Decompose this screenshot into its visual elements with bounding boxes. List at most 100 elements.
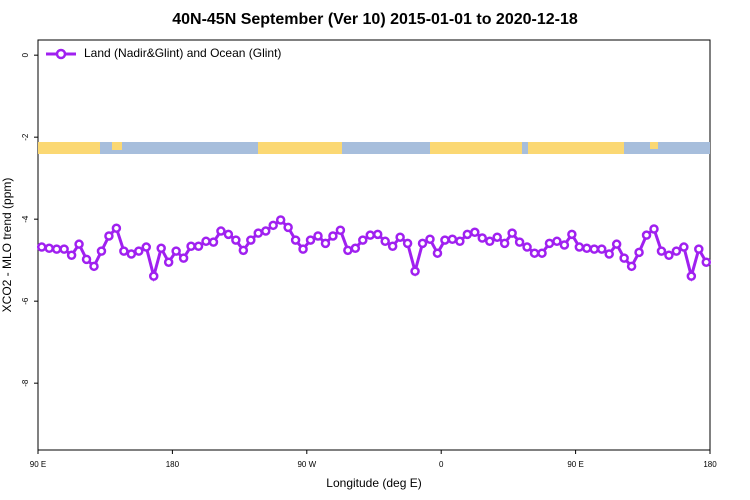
data-point xyxy=(298,244,308,254)
data-point xyxy=(74,239,84,249)
data-point xyxy=(253,228,264,238)
data-point xyxy=(484,236,495,247)
data-point xyxy=(104,231,114,241)
chart-title: 40N-45N September (Ver 10) 2015-01-01 to… xyxy=(172,11,578,28)
legend-marker xyxy=(55,48,67,60)
data-point xyxy=(372,229,383,240)
data-point xyxy=(313,231,323,241)
data-point xyxy=(66,250,77,260)
data-point xyxy=(223,229,234,240)
data-point xyxy=(596,244,607,254)
x-tick-label: 180 xyxy=(703,460,717,469)
data-point xyxy=(417,238,428,249)
data-point xyxy=(156,243,166,254)
data-point xyxy=(492,232,502,242)
data-point xyxy=(432,248,443,258)
data-point xyxy=(380,236,390,247)
data-point xyxy=(126,249,137,259)
data-point xyxy=(395,232,405,242)
data-point xyxy=(447,234,458,245)
data-point xyxy=(440,235,450,245)
data-point xyxy=(320,238,331,249)
data-point xyxy=(305,235,316,245)
data-point xyxy=(514,237,525,247)
data-point xyxy=(425,234,435,245)
data-point xyxy=(537,248,547,258)
data-point xyxy=(656,246,667,256)
data-point xyxy=(216,226,226,236)
data-point xyxy=(611,239,622,249)
data-point xyxy=(81,254,92,265)
data-point xyxy=(470,227,480,238)
data-point xyxy=(193,241,204,251)
data-point xyxy=(664,250,674,260)
data-point xyxy=(328,231,338,241)
data-point xyxy=(634,247,644,258)
data-point xyxy=(701,257,712,267)
data-point xyxy=(626,261,637,272)
data-point xyxy=(574,242,585,252)
data-point xyxy=(260,226,271,236)
data-point xyxy=(350,243,361,254)
data-point xyxy=(186,241,196,251)
data-point xyxy=(335,225,346,235)
data-point xyxy=(365,230,376,240)
data-point xyxy=(343,245,353,256)
data-point xyxy=(455,236,465,247)
plot-frame xyxy=(37,39,711,451)
data-point xyxy=(238,245,249,256)
data-point xyxy=(507,228,517,238)
x-tick-label: 90 W xyxy=(297,460,316,469)
x-tick-label: 180 xyxy=(166,460,180,469)
data-point xyxy=(529,248,540,258)
legend-label: Land (Nadir&Glint) and Ocean (Glint) xyxy=(84,46,281,60)
data-point xyxy=(208,237,219,247)
y-tick-label: -2 xyxy=(21,133,30,141)
land-band xyxy=(112,142,122,150)
land-ocean-band xyxy=(38,142,710,154)
data-point xyxy=(59,244,69,254)
data-point xyxy=(283,222,293,233)
land-band xyxy=(650,142,658,149)
data-point xyxy=(96,246,107,256)
y-tick-label: -8 xyxy=(21,379,30,387)
data-point xyxy=(462,229,473,240)
data-point xyxy=(246,235,256,245)
x-tick-label: 90 E xyxy=(30,460,46,469)
data-point xyxy=(477,233,488,243)
y-tick-label: -6 xyxy=(21,297,30,305)
data-point xyxy=(410,266,420,276)
data-point xyxy=(201,236,211,247)
data-point xyxy=(544,238,555,249)
data-point xyxy=(499,238,510,249)
data-point xyxy=(275,215,286,225)
y-axis-label: XCO2 - MLO trend (ppm) xyxy=(0,178,14,313)
data-point xyxy=(141,242,152,252)
y-tick-label: 0 xyxy=(21,52,30,57)
y-tick-label: -4 xyxy=(21,215,30,223)
data-point xyxy=(671,246,682,256)
data-point xyxy=(649,224,659,234)
x-tick-label: 90 E xyxy=(567,460,583,469)
data-point xyxy=(567,229,577,240)
data-point xyxy=(44,243,54,254)
land-band xyxy=(528,142,624,154)
data-point xyxy=(163,257,174,267)
land-band xyxy=(430,142,522,154)
data-point xyxy=(134,246,144,256)
land-band xyxy=(38,142,100,154)
data-point xyxy=(589,244,600,254)
data-point xyxy=(559,240,570,250)
land-band xyxy=(258,142,342,154)
data-point xyxy=(51,244,62,254)
data-point xyxy=(231,235,241,245)
data-point xyxy=(171,246,181,256)
data-point xyxy=(641,230,652,240)
data-point xyxy=(522,242,532,252)
data-point xyxy=(582,243,592,254)
data-point xyxy=(178,253,189,263)
data-point xyxy=(679,242,689,252)
data-point xyxy=(89,261,99,272)
data-point xyxy=(119,246,129,256)
